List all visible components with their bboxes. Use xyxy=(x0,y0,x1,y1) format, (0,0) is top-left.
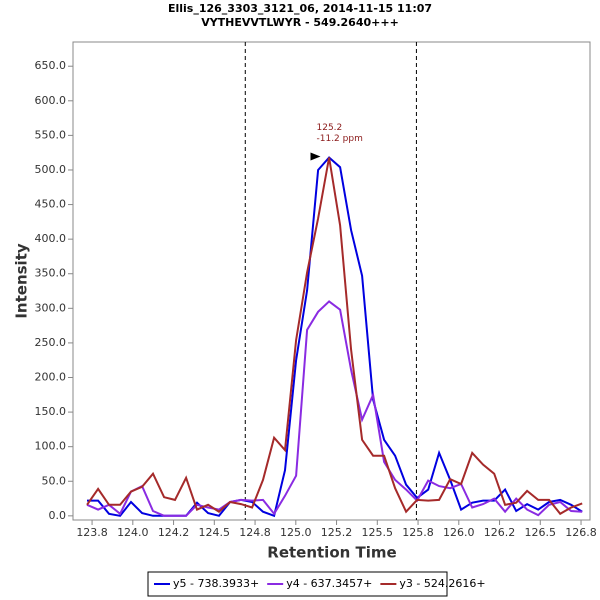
plot-lines xyxy=(86,156,583,518)
y-tick-label: 500.0 xyxy=(35,163,67,176)
y-tick-label: 350.0 xyxy=(35,267,67,280)
y-tick-label: 550.0 xyxy=(35,128,67,141)
plot-frame xyxy=(72,41,591,521)
legend-label: y3 - 524.2616+ xyxy=(399,577,485,590)
chart-title: Ellis_126_3303_3121_06, 2014-11-15 11:07 xyxy=(168,2,432,15)
x-tick-label: 125.8 xyxy=(402,526,434,539)
y-tick-label: 600.0 xyxy=(35,94,67,107)
y-tick-label: 100.0 xyxy=(35,440,67,453)
y-tick-label: 300.0 xyxy=(35,301,67,314)
x-tick-label: 126.2 xyxy=(484,526,516,539)
x-tick-label: 125.2 xyxy=(321,526,353,539)
y-tick-label: 50.0 xyxy=(42,474,67,487)
y-tick-label: 200.0 xyxy=(35,370,67,383)
legend-box xyxy=(147,571,448,597)
y-tick-label: 650.0 xyxy=(35,59,67,72)
y-axis-label: Intensity xyxy=(13,243,31,319)
x-tick-label: 125.5 xyxy=(362,526,394,539)
series-line xyxy=(86,157,583,516)
annotation-text: -11.2 ppm xyxy=(317,134,363,144)
x-tick-label: 124.0 xyxy=(117,526,149,539)
x-axis-label: Retention Time xyxy=(267,544,396,562)
legend-label: y5 - 738.3933+ xyxy=(173,577,259,590)
y-tick-label: 0.0 xyxy=(49,509,67,522)
x-tick-label: 123.8 xyxy=(76,526,108,539)
x-tick-label: 126.0 xyxy=(443,526,475,539)
x-tick-label: 126.8 xyxy=(565,526,597,539)
series-line xyxy=(87,156,583,518)
peak-marker xyxy=(310,152,321,161)
x-tick-label: 126.5 xyxy=(525,526,557,539)
y-tick-label: 150.0 xyxy=(35,405,67,418)
x-tick-label: 125.0 xyxy=(280,526,312,539)
legend-label: y4 - 637.3457+ xyxy=(286,577,372,590)
y-tick-label: 400.0 xyxy=(35,232,67,245)
series-line xyxy=(86,300,583,517)
x-tick-label: 124.8 xyxy=(239,526,271,539)
chart-subtitle: VYTHEVVTLWYR - 549.2640+++ xyxy=(201,16,399,29)
x-tick-label: 124.2 xyxy=(158,526,190,539)
y-tick-label: 250.0 xyxy=(35,336,67,349)
x-tick-label: 124.5 xyxy=(199,526,231,539)
annotation-text: 125.2 xyxy=(317,123,343,133)
y-tick-label: 450.0 xyxy=(35,198,67,211)
